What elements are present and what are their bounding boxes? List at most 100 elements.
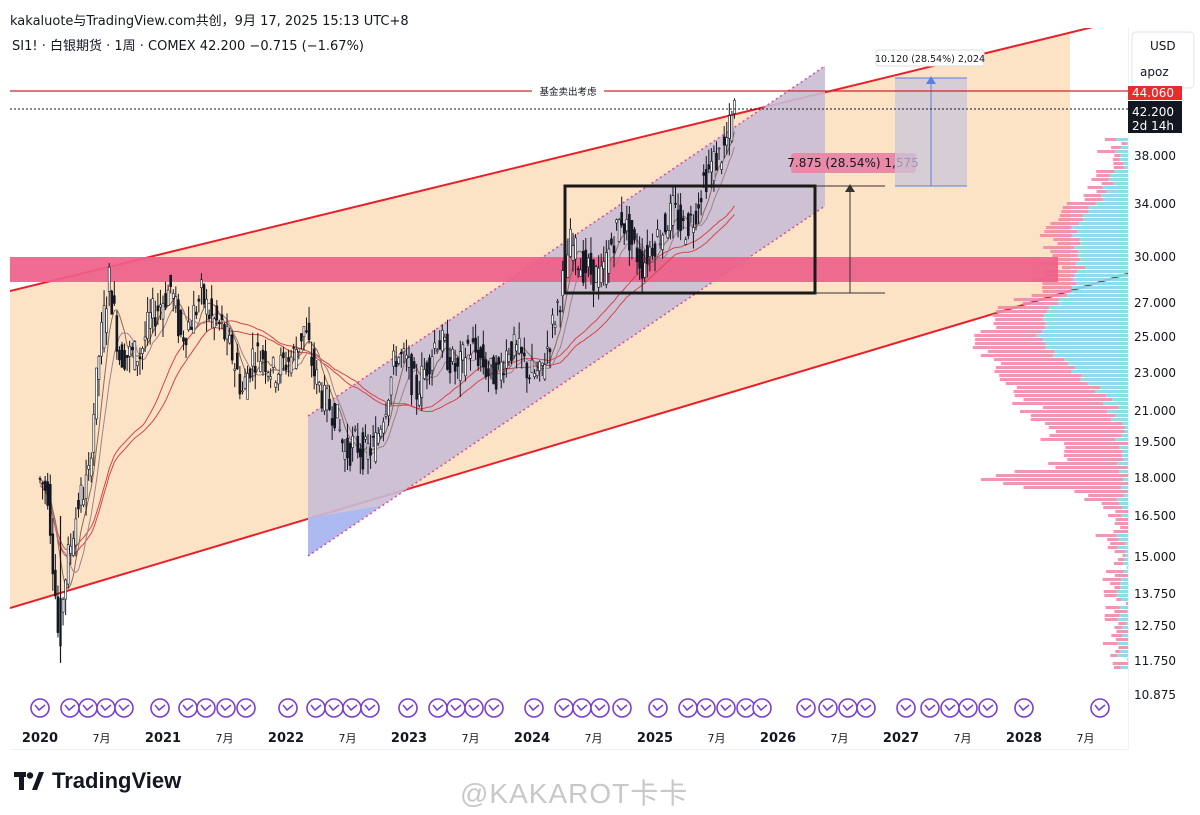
chart-area[interactable]: 7.875 (28.54%) 1,575 10.120 (28.54%) 2,0…: [10, 28, 1130, 750]
candle-body: [170, 275, 172, 286]
event-icon[interactable]: [429, 699, 447, 717]
volume-bar-pink: [998, 306, 1049, 309]
event-icon[interactable]: [555, 699, 573, 717]
event-icon[interactable]: [61, 699, 79, 717]
candle-body: [318, 382, 320, 385]
candle-body: [77, 500, 79, 509]
event-icon[interactable]: [819, 699, 837, 717]
event-icon[interactable]: [959, 699, 977, 717]
volume-bar-blue: [1077, 270, 1130, 273]
candle-body: [231, 335, 233, 360]
volume-bar-pink: [1015, 470, 1120, 473]
candle-body: [480, 348, 482, 358]
volume-bar-blue: [1077, 282, 1130, 285]
candle-body: [262, 350, 264, 359]
candle-body: [254, 366, 256, 372]
tradingview-logo[interactable]: TradingView: [14, 768, 181, 794]
candle-body: [49, 484, 51, 535]
candle-body: [528, 378, 530, 379]
volume-bar-pink: [1043, 406, 1119, 409]
event-icon[interactable]: [325, 699, 343, 717]
event-icon[interactable]: [399, 699, 417, 717]
event-icon[interactable]: [753, 699, 771, 717]
event-icon[interactable]: [979, 699, 997, 717]
event-icons-row[interactable]: [31, 699, 1109, 717]
candle-body: [698, 205, 700, 209]
candle-body: [534, 373, 536, 376]
candle-body: [106, 309, 108, 333]
event-icon[interactable]: [921, 699, 939, 717]
volume-bar-pink: [1103, 578, 1121, 581]
event-icon[interactable]: [797, 699, 815, 717]
event-icon[interactable]: [525, 699, 543, 717]
event-icon[interactable]: [343, 699, 361, 717]
volume-bar-blue: [1043, 338, 1130, 341]
event-icon[interactable]: [679, 699, 697, 717]
event-icon[interactable]: [197, 699, 215, 717]
event-icon[interactable]: [279, 699, 297, 717]
event-icon[interactable]: [307, 699, 325, 717]
candle-body: [108, 267, 110, 291]
event-icon[interactable]: [591, 699, 609, 717]
chart-svg[interactable]: 7.875 (28.54%) 1,575 10.120 (28.54%) 2,0…: [10, 28, 1130, 750]
event-icon[interactable]: [361, 699, 379, 717]
event-icon[interactable]: [97, 699, 115, 717]
event-icon[interactable]: [217, 699, 235, 717]
event-icon[interactable]: [941, 699, 959, 717]
candle-body: [598, 268, 600, 287]
volume-bar-blue: [1074, 246, 1130, 249]
candle-body: [562, 271, 564, 296]
event-icon[interactable]: [179, 699, 197, 717]
event-icon[interactable]: [857, 699, 875, 717]
volume-bar-pink: [1043, 246, 1074, 249]
candle-body: [198, 299, 200, 301]
event-icon[interactable]: [697, 699, 715, 717]
candle-body: [144, 337, 146, 340]
event-icon[interactable]: [115, 699, 133, 717]
candle-body: [272, 358, 274, 368]
candle-body: [503, 374, 505, 375]
volume-bar-blue: [1100, 386, 1130, 389]
candle-body: [646, 245, 648, 264]
volume-bar-pink: [1024, 486, 1122, 489]
event-icon[interactable]: [1015, 699, 1033, 717]
y-tick-label: 10.875: [1134, 688, 1176, 702]
event-icon[interactable]: [447, 699, 465, 717]
event-icon[interactable]: [897, 699, 915, 717]
candle-body: [577, 269, 579, 270]
event-icon[interactable]: [717, 699, 735, 717]
event-icon[interactable]: [237, 699, 255, 717]
volume-bar-pink: [1050, 250, 1078, 253]
event-icon[interactable]: [465, 699, 483, 717]
event-icon[interactable]: [573, 699, 591, 717]
candle-body: [718, 148, 720, 149]
candle-body: [306, 331, 308, 332]
volume-bar-pink: [1064, 454, 1122, 457]
candle-body: [429, 358, 431, 374]
volume-bar-pink: [996, 310, 1047, 313]
candle-body: [605, 253, 607, 285]
volume-bar-pink: [1042, 282, 1076, 285]
event-icon[interactable]: [649, 699, 667, 717]
candle-body: [623, 224, 625, 234]
volume-bar-blue: [1083, 214, 1130, 217]
event-icon[interactable]: [1091, 699, 1109, 717]
event-icon[interactable]: [79, 699, 97, 717]
event-icon[interactable]: [839, 699, 857, 717]
candle-body: [280, 355, 282, 375]
volume-bar-pink: [1115, 586, 1121, 589]
volume-bar-pink: [1114, 666, 1121, 669]
event-icon[interactable]: [485, 699, 503, 717]
event-icon[interactable]: [151, 699, 169, 717]
volume-bar-blue: [1042, 330, 1130, 333]
event-icon[interactable]: [613, 699, 631, 717]
y-tick-label: 23.000: [1134, 366, 1176, 380]
x-tick-label: 7月: [93, 732, 111, 745]
volume-bar-pink: [1014, 298, 1059, 301]
price-axis[interactable]: USD apoz 44.060 42.200 2d 14h 38.000 34.0…: [1128, 28, 1200, 750]
event-icon[interactable]: [31, 699, 49, 717]
x-tick-label: 7月: [708, 732, 726, 745]
volume-bar-pink: [1114, 610, 1127, 613]
candle-body: [710, 161, 712, 172]
candle-body: [631, 220, 633, 244]
